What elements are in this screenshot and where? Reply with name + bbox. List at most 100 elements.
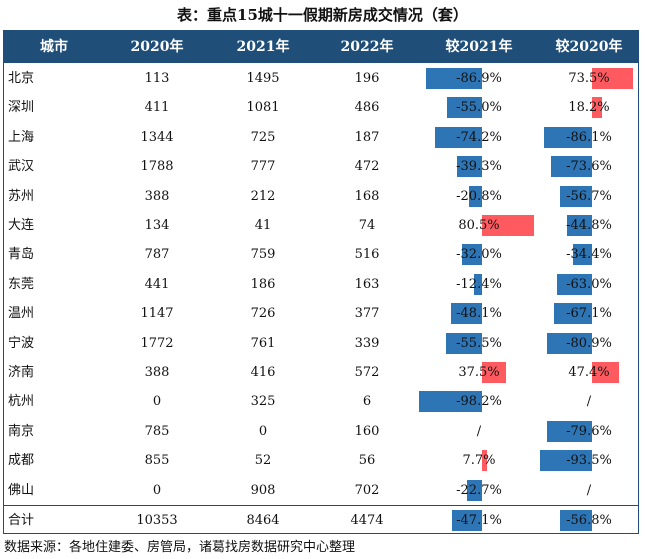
cell-city: 合计 [8,513,35,528]
cell-y2020: 1772 [140,335,174,351]
cell-vs2021: 80.5% [418,211,540,240]
table-row: 大连 134 41 74 80.5% -44.8% [4,211,638,240]
cell-y2021: 41 [254,218,272,233]
vs2021-label: -86.9% [456,71,502,86]
table-row: 苏州 388 212 168 -20.8% -56.7% [4,182,638,211]
cell-vs2020: -80.9% [540,329,638,358]
header-2020: 2020年 [130,39,184,55]
vs2020-bar [560,185,592,207]
cell-y2020: 10353 [136,513,178,528]
table-row: 温州 1147 726 377 -48.1% -67.1% [4,299,638,328]
vs2020-label: -34.4% [566,247,612,263]
vs2021-label: -39.3% [456,159,502,175]
cell-y2020: 113 [144,71,170,86]
cell-vs2021: -55.5% [418,329,540,358]
vs2021-label: -47.1% [456,513,502,528]
header-vs2020: 较2020年 [555,39,623,55]
table-row: 南京 785 0 160 / -79.6% [4,417,638,446]
vs2020-bar [543,126,592,148]
vs2021-label: -55.5% [456,335,502,351]
table-row: 杭州 0 325 6 -98.2% / [4,387,638,416]
vs2020-label: / [586,394,592,410]
cell-y2020: 785 [144,423,170,439]
cell-y2021: 726 [250,306,276,322]
cell-vs2021: / [418,417,540,446]
vs2021-label: 37.5% [458,365,500,380]
cell-vs2020: 73.5% [540,64,638,93]
vs2021-label: -12.4% [456,276,502,292]
table-row: 合计 10353 8464 4474 -47.1% -56.8% [4,505,638,533]
cell-vs2020: -79.6% [540,417,638,446]
data-table: 城市 2020年 2021年 2022年 较2021年 较2020年 北京 113… [3,30,639,534]
vs2021-bar [467,479,482,501]
cell-y2020: 0 [152,394,162,410]
cell-y2022: 196 [354,71,380,86]
cell-city: 青岛 [8,247,35,263]
vs2020-label: -63.0% [566,276,612,292]
cell-vs2020: / [540,476,638,505]
vs2020-label: -56.7% [566,188,612,204]
vs2020-label: -67.1% [566,306,612,322]
vs2021-label: -22.7% [456,482,502,498]
vs2020-bar [547,420,592,442]
cell-y2022: 516 [354,247,380,263]
cell-vs2020: -63.0% [540,270,638,299]
vs2020-label: -73.6% [566,159,612,175]
cell-city: 温州 [8,306,35,322]
cell-y2021: 8464 [246,513,280,528]
vs2021-bar [482,215,534,236]
header-2022: 2022年 [340,39,394,55]
cell-y2020: 787 [144,247,170,263]
vs2021-bar [451,303,482,325]
cell-vs2020: / [540,387,638,416]
cell-y2022: 56 [358,453,376,469]
cell-y2022: 160 [354,423,380,439]
vs2021-label: -20.8% [456,188,502,204]
cell-city: 成都 [8,453,35,469]
cell-city: 大连 [8,218,35,233]
cell-y2021: 52 [254,453,272,469]
cell-y2022: 702 [354,482,380,498]
cell-city: 东莞 [8,276,35,292]
cell-vs2021: -47.1% [418,506,540,533]
cell-vs2020: 47.4% [540,358,638,387]
cell-vs2021: -98.2% [418,387,540,416]
vs2021-bar [451,510,482,531]
table-row: 东莞 441 186 163 -12.4% -63.0% [4,270,638,299]
cell-city: 佛山 [8,482,35,498]
cell-vs2021: -55.0% [418,93,540,122]
table-row: 佛山 0 908 702 -22.7% / [4,476,638,505]
cell-y2021: 725 [250,129,276,145]
cell-y2022: 74 [358,218,376,233]
vs2021-bar [446,97,482,119]
cell-vs2021: -32.0% [418,240,540,269]
cell-vs2020: -73.6% [540,152,638,181]
cell-y2021: 186 [250,276,276,292]
cell-y2020: 388 [144,188,170,204]
header-2021: 2021年 [236,39,290,55]
cell-y2021: 1081 [246,100,280,116]
cell-vs2020: -56.7% [540,182,638,211]
table-row: 上海 1344 725 187 -74.2% -86.1% [4,123,638,152]
vs2021-label: -55.0% [456,100,502,116]
cell-vs2021: -20.8% [418,182,540,211]
cell-vs2021: -86.9% [418,64,540,93]
vs2021-label: -48.1% [456,306,502,322]
cell-y2020: 388 [144,365,170,380]
cell-city: 北京 [8,71,35,86]
table-title: 表：重点15城十一假期新房成交情况（套） [177,6,468,24]
cell-y2022: 168 [354,188,380,204]
vs2020-label: 47.4% [568,365,610,380]
vs2021-bar [434,126,482,148]
cell-vs2021: -39.3% [418,152,540,181]
vs2020-label: / [586,482,592,498]
vs2021-bar [482,362,506,383]
cell-city: 上海 [8,129,35,145]
cell-city: 宁波 [8,335,35,351]
cell-y2020: 1344 [140,129,174,145]
vs2020-bar [550,156,592,178]
vs2020-bar [560,510,592,531]
cell-y2021: 212 [250,188,276,204]
cell-vs2021: -48.1% [418,299,540,328]
vs2021-bar [461,244,482,266]
